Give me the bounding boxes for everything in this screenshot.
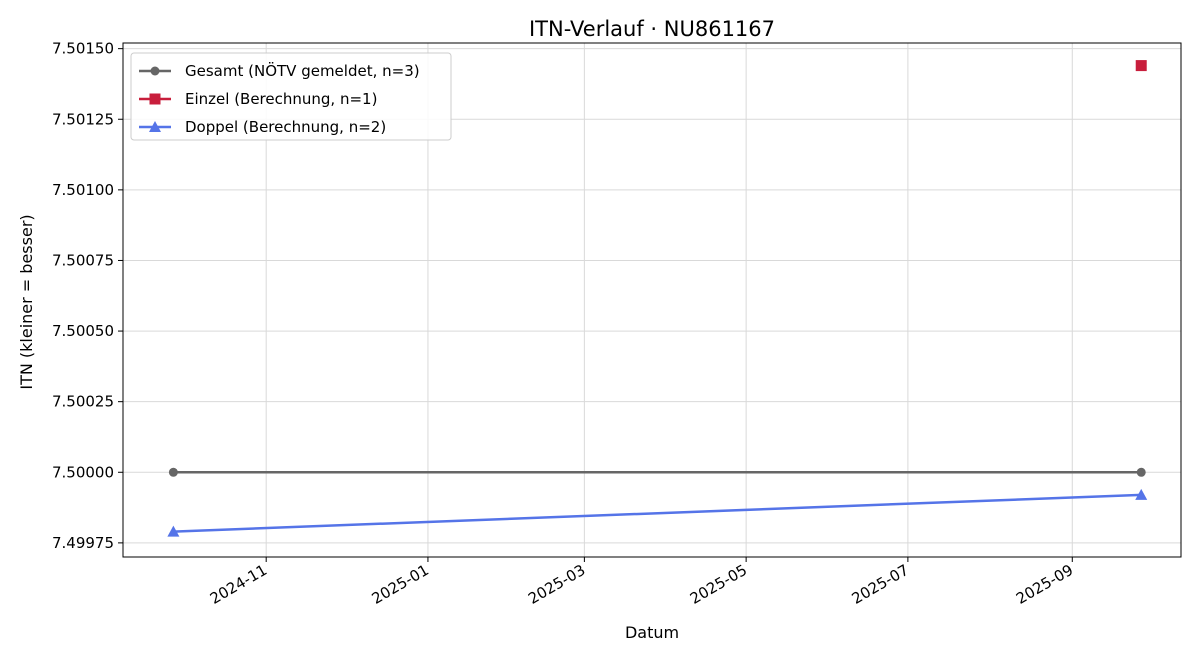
plot-frame — [122, 42, 1182, 558]
legend-marker — [149, 121, 161, 132]
series-line — [173, 493, 1142, 533]
legend-marker — [150, 66, 160, 76]
legend-item: Einzel (Berechnung, n=1) — [139, 90, 377, 108]
data-point — [167, 525, 180, 537]
y-tick-label: 7.50025 — [52, 393, 114, 411]
legend-box — [130, 52, 452, 141]
legend-item: Gesamt (NÖTV gemeldet, n=3) — [139, 61, 420, 80]
data-point — [1135, 60, 1147, 72]
series-square — [1135, 60, 1147, 72]
legend-label: Gesamt (NÖTV gemeldet, n=3) — [185, 61, 420, 80]
y-tick-label: 7.50150 — [52, 40, 114, 58]
x-axis-label: Datum — [625, 623, 679, 642]
series-circle — [168, 467, 1146, 477]
legend-marker — [149, 93, 161, 105]
data-point — [1136, 467, 1146, 477]
legend-label: Einzel (Berechnung, n=1) — [185, 90, 377, 108]
y-axis-label: ITN (kleiner = besser) — [17, 214, 36, 389]
y-tick-label: 7.49975 — [52, 534, 114, 552]
data-point — [168, 467, 178, 477]
series-layer — [167, 60, 1148, 537]
legend-label: Doppel (Berechnung, n=2) — [185, 118, 386, 136]
y-tick-label: 7.50125 — [52, 110, 114, 128]
y-tick-label: 7.50100 — [52, 181, 114, 199]
chart-title: ITN-Verlauf · NU861167 — [529, 17, 775, 41]
series-triangle — [167, 488, 1148, 537]
y-tick-label: 7.50050 — [52, 322, 114, 340]
data-point — [1135, 488, 1148, 500]
y-tick-label: 7.50000 — [52, 463, 114, 481]
legend-item: Doppel (Berechnung, n=2) — [139, 118, 386, 136]
y-tick-label: 7.50075 — [52, 251, 114, 269]
legend: Gesamt (NÖTV gemeldet, n=3) Einzel (Berec… — [130, 52, 452, 141]
